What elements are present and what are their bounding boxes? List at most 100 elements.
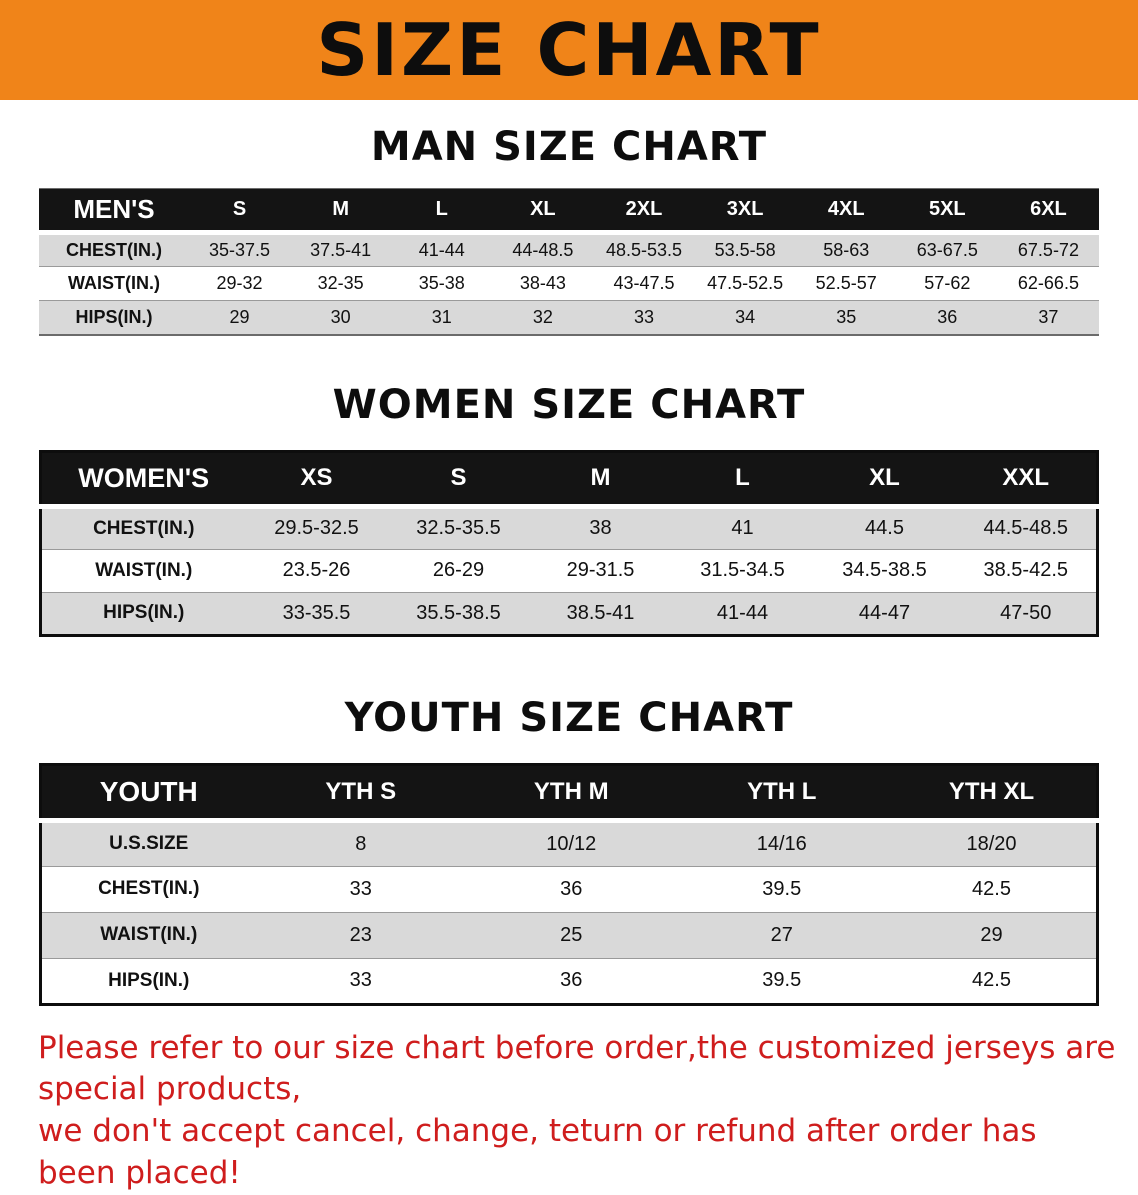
value-cell: 27 [676, 912, 887, 959]
value-cell: 38-43 [492, 266, 594, 301]
row-label: HIPS(IN.) [40, 958, 256, 1005]
value-cell: 34.5-38.5 [813, 549, 956, 593]
value-cell: 29 [887, 912, 1098, 959]
value-cell: 38.5-42.5 [955, 549, 1098, 593]
value-cell: 23.5-26 [245, 549, 388, 593]
value-cell: 29 [189, 300, 291, 335]
value-cell: 26-29 [387, 549, 530, 593]
value-cell: 31 [391, 300, 493, 335]
table-row: CHEST(IN.) 35-37.5 37.5-41 41-44 44-48.5 48.5… [39, 232, 1099, 267]
value-cell: 41 [671, 506, 814, 550]
value-cell: 14/16 [676, 820, 887, 867]
value-cell: 31.5-34.5 [671, 549, 814, 593]
row-label: HIPS(IN.) [39, 300, 189, 335]
youth-size-table: YOUTH YTH S YTH M YTH L YTH XL U.S.SIZE 8 10/12… [39, 762, 1099, 1006]
size-header-cell: XXL [955, 451, 1098, 509]
table-row: WAIST(IN.) 23.5-26 26-29 29-31.5 31.5-34.5 34… [40, 549, 1098, 593]
value-cell: 33 [255, 866, 466, 913]
value-cell: 41-44 [671, 592, 814, 636]
men-size-section: MAN SIZE CHART MEN'S S M L XL 2XL 3XL 4XL 5XL 6XL… [0, 124, 1138, 336]
value-cell: 48.5-53.5 [593, 232, 695, 267]
value-cell: 30 [290, 300, 392, 335]
value-cell: 47.5-52.5 [694, 266, 796, 301]
row-label: CHEST(IN.) [39, 232, 189, 267]
size-header-cell: YTH S [255, 764, 466, 823]
value-cell: 25 [466, 912, 677, 959]
women-section-heading: WOMEN SIZE CHART [332, 381, 806, 428]
size-header-cell: XL [492, 188, 594, 235]
table-header-row: YOUTH YTH S YTH M YTH L YTH XL [40, 764, 1098, 823]
size-header-cell: L [671, 451, 814, 509]
value-cell: 37 [997, 300, 1099, 335]
table-row: HIPS(IN.) 29 30 31 32 33 34 35 36 37 [39, 300, 1099, 335]
value-cell: 33-35.5 [245, 592, 388, 636]
size-header-cell: YTH L [676, 764, 887, 823]
value-cell: 35.5-38.5 [387, 592, 530, 636]
size-header-cell: 3XL [694, 188, 796, 235]
size-header-cell: 4XL [795, 188, 897, 235]
value-cell: 43-47.5 [593, 266, 695, 301]
women-size-section: WOMEN SIZE CHART WOMEN'S XS S M L XL XXL CHEST(… [0, 382, 1138, 637]
size-header-cell: 5XL [896, 188, 998, 235]
value-cell: 39.5 [676, 958, 887, 1005]
value-cell: 39.5 [676, 866, 887, 913]
row-label: WAIST(IN.) [39, 266, 189, 301]
value-cell: 33 [593, 300, 695, 335]
size-header-cell: XL [813, 451, 956, 509]
value-cell: 8 [255, 820, 466, 867]
row-label: WAIST(IN.) [40, 912, 256, 959]
value-cell: 35-38 [391, 266, 493, 301]
value-cell: 35 [795, 300, 897, 335]
table-header-row: WOMEN'S XS S M L XL XXL [40, 451, 1098, 509]
value-cell: 62-66.5 [997, 266, 1099, 301]
table-row: WAIST(IN.) 23 25 27 29 [40, 912, 1098, 959]
value-cell: 44.5 [813, 506, 956, 550]
youth-section-heading: YOUTH SIZE CHART [344, 694, 794, 741]
value-cell: 42.5 [887, 866, 1098, 913]
row-label: CHEST(IN.) [40, 506, 246, 550]
table-title-cell: YOUTH [40, 764, 256, 823]
value-cell: 52.5-57 [795, 266, 897, 301]
size-header-cell: XS [245, 451, 388, 509]
size-header-cell: L [391, 188, 493, 235]
women-size-table: WOMEN'S XS S M L XL XXL CHEST(IN.) 29.5-32.5 32.5… [39, 449, 1099, 637]
footer-line-2: we don't accept cancel, change, teturn o… [38, 1113, 1037, 1192]
value-cell: 36 [466, 866, 677, 913]
value-cell: 32-35 [290, 266, 392, 301]
value-cell: 32 [492, 300, 594, 335]
youth-size-section: YOUTH SIZE CHART YOUTH YTH S YTH M YTH L YTH… [0, 695, 1138, 1006]
value-cell: 35-37.5 [189, 232, 291, 267]
value-cell: 38 [529, 506, 672, 550]
value-cell: 47-50 [955, 592, 1098, 636]
value-cell: 44-47 [813, 592, 956, 636]
size-header-cell: YTH M [466, 764, 677, 823]
table-row: HIPS(IN.) 33 36 39.5 42.5 [40, 958, 1098, 1005]
table-row: CHEST(IN.) 33 36 39.5 42.5 [40, 866, 1098, 913]
size-header-cell: 6XL [997, 188, 1099, 235]
table-title-cell: WOMEN'S [40, 451, 246, 509]
value-cell: 53.5-58 [694, 232, 796, 267]
size-header-cell: M [529, 451, 672, 509]
value-cell: 36 [896, 300, 998, 335]
banner-title: SIZE CHART [316, 8, 822, 92]
size-header-cell: S [387, 451, 530, 509]
size-header-cell: M [290, 188, 392, 235]
table-row: HIPS(IN.) 33-35.5 35.5-38.5 38.5-41 41-44 44-… [40, 592, 1098, 636]
table-row: WAIST(IN.) 29-32 32-35 35-38 38-43 43-47.5 47.… [39, 266, 1099, 301]
value-cell: 29-31.5 [529, 549, 672, 593]
value-cell: 37.5-41 [290, 232, 392, 267]
table-row: CHEST(IN.) 29.5-32.5 32.5-35.5 38 41 44.5 44.5… [40, 506, 1098, 550]
row-label: CHEST(IN.) [40, 866, 256, 913]
value-cell: 10/12 [466, 820, 677, 867]
value-cell: 41-44 [391, 232, 493, 267]
value-cell: 42.5 [887, 958, 1098, 1005]
value-cell: 34 [694, 300, 796, 335]
value-cell: 67.5-72 [997, 232, 1099, 267]
size-header-cell: 2XL [593, 188, 695, 235]
value-cell: 23 [255, 912, 466, 959]
row-label: U.S.SIZE [40, 820, 256, 867]
value-cell: 57-62 [896, 266, 998, 301]
row-label: WAIST(IN.) [40, 549, 246, 593]
value-cell: 33 [255, 958, 466, 1005]
